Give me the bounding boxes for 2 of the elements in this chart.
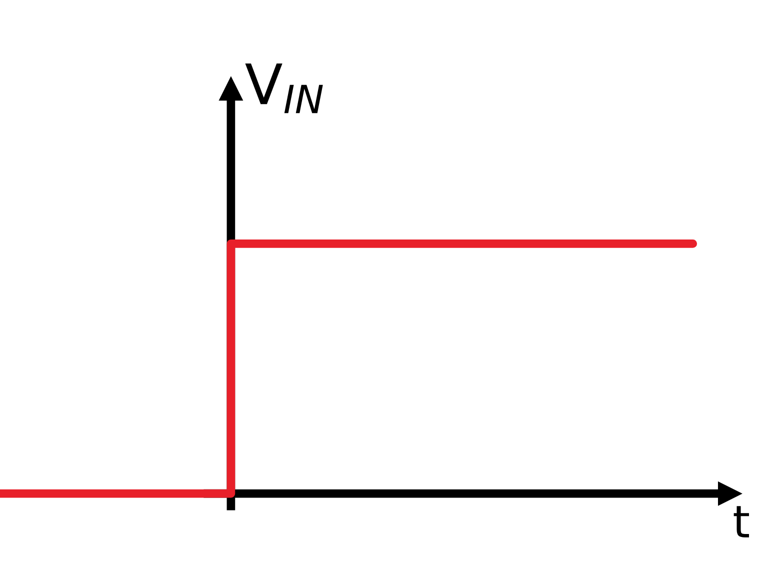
y-axis-title: V$_{IN}$ xyxy=(245,64,323,114)
x-axis-title: t xyxy=(734,506,749,538)
